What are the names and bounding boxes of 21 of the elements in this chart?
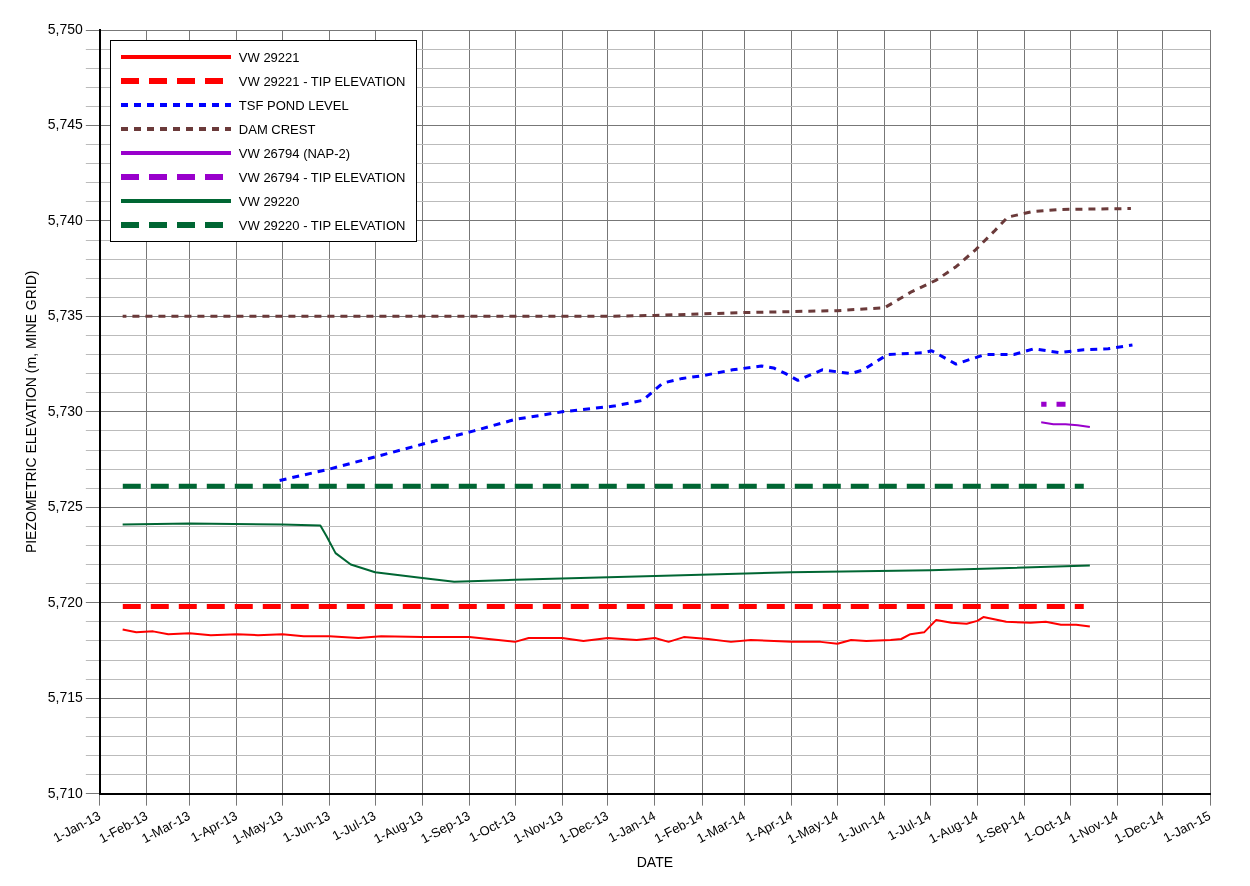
legend-label: VW 26794 (NAP-2) [238, 145, 351, 161]
y-tick-label: 5,740 [47, 211, 84, 228]
line-series [121, 207, 1133, 318]
y-tick-label: 5,725 [47, 498, 84, 515]
legend-label: VW 29220 [238, 193, 300, 209]
legend-label: TSF POND LEVEL [238, 97, 349, 113]
y-tick-label: 5,750 [47, 20, 84, 37]
y-tick-label: 5,720 [47, 593, 84, 610]
y-axis-title: PIEZOMETRIC ELEVATION (m, MINE GRID) [23, 270, 40, 554]
legend-label: DAM CREST [238, 121, 316, 137]
line-series [277, 343, 1134, 483]
legend-label: VW 29221 - TIP ELEVATION [238, 73, 406, 89]
y-tick-label: 5,730 [47, 402, 84, 419]
y-tick-label: 5,745 [47, 116, 84, 133]
legend-label: VW 29221 [238, 49, 300, 65]
y-tick-label: 5,715 [47, 689, 84, 706]
y-tick-label: 5,735 [47, 307, 84, 324]
y-tick-label: 5,710 [47, 784, 84, 801]
x-axis-title: DATE [636, 854, 674, 871]
legend-label: VW 29220 - TIP ELEVATION [238, 217, 406, 233]
legend-label: VW 26794 - TIP ELEVATION [238, 169, 406, 185]
